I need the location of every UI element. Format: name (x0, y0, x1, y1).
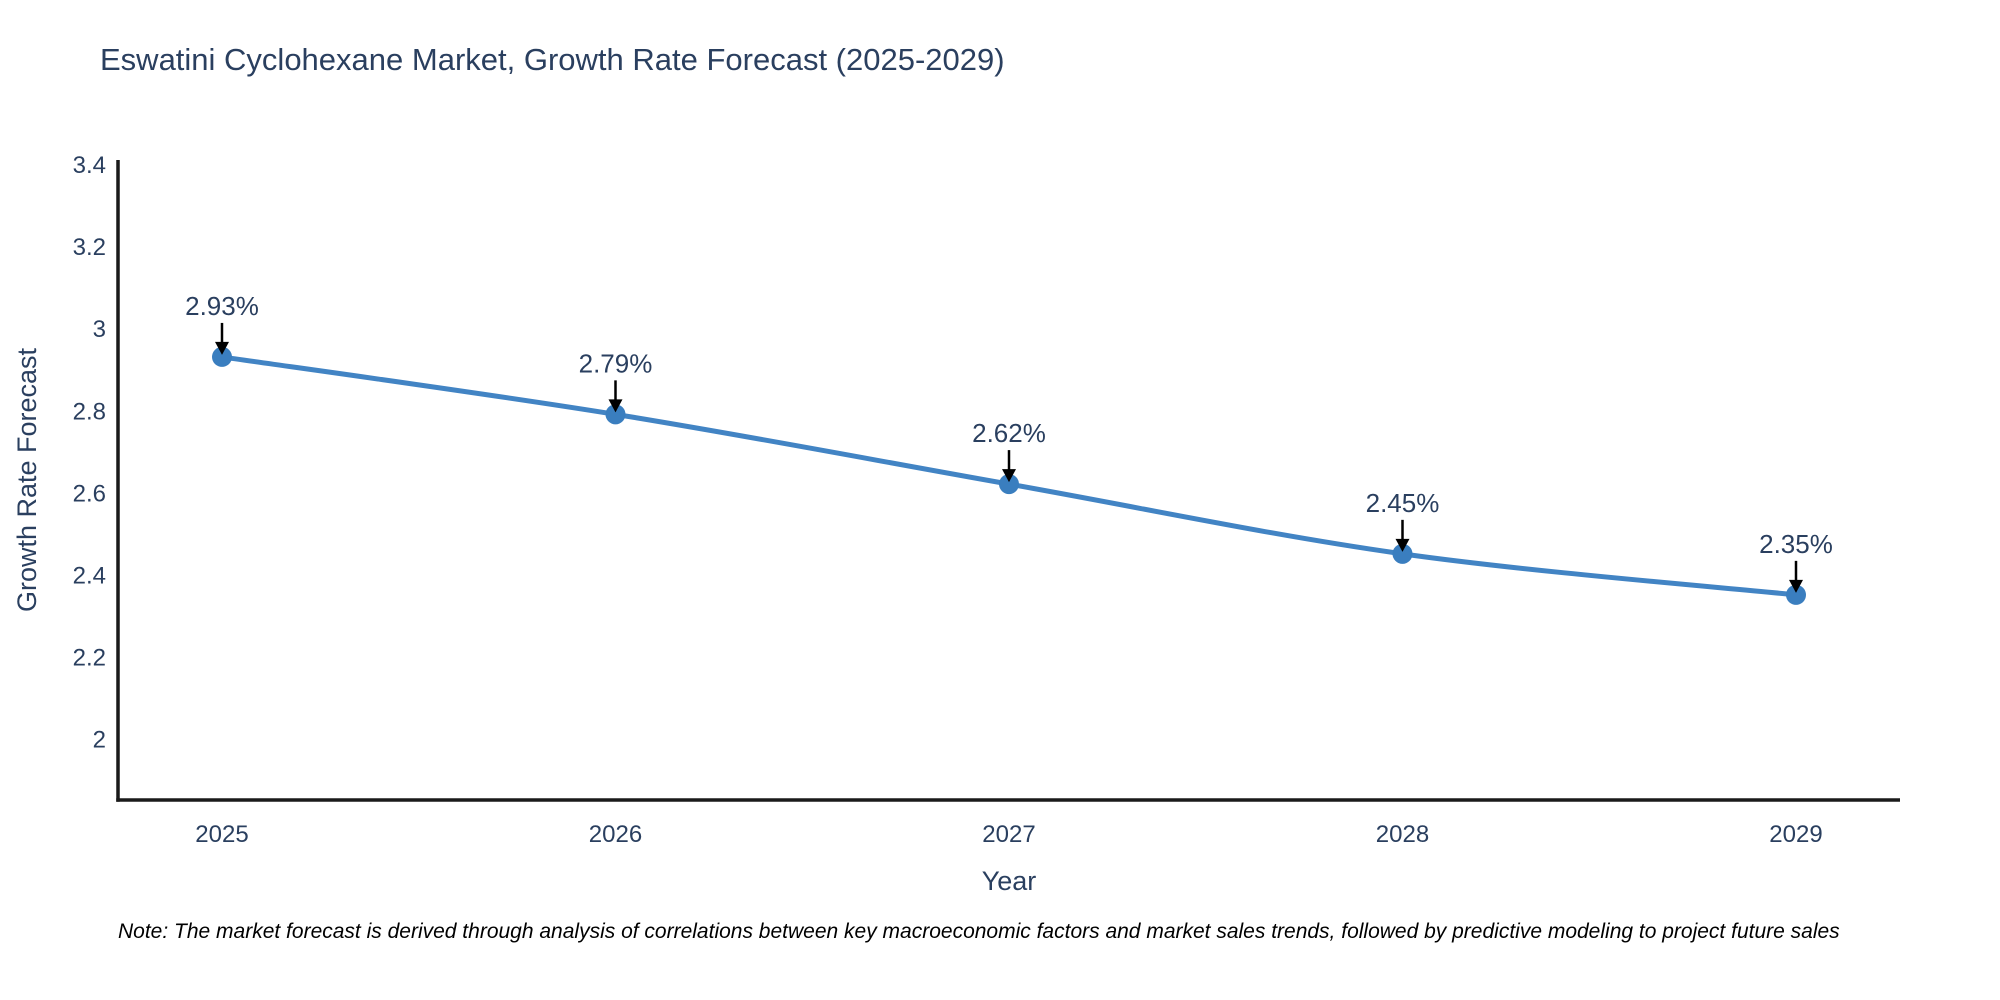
data-point (1392, 543, 1413, 564)
data-point (1786, 584, 1806, 605)
annotation-arrow-head (215, 341, 229, 355)
y-tick-label: 2.6 (73, 480, 106, 507)
data-point (212, 346, 232, 367)
point-value-label: 2.35% (1759, 529, 1833, 559)
data-point (999, 474, 1019, 495)
y-tick-label: 2.8 (73, 398, 106, 425)
x-tick-label: 2028 (1376, 821, 1429, 848)
chart-title: Eswatini Cyclohexane Market, Growth Rate… (100, 42, 1005, 77)
point-value-label: 2.45% (1366, 488, 1440, 518)
annotation-arrow-head (1002, 469, 1016, 483)
point-value-label: 2.62% (972, 418, 1046, 448)
y-tick-label: 2 (93, 726, 106, 753)
annotation-arrow-head (1789, 579, 1803, 593)
y-tick-label: 2.4 (73, 562, 106, 589)
data-point (605, 404, 626, 425)
x-tick-label: 2027 (982, 821, 1035, 848)
x-tick-label: 2026 (589, 821, 642, 848)
annotation-arrow-head (608, 399, 623, 413)
y-axis-title: Growth Rate Forecast (12, 347, 42, 612)
footnote: Note: The market forecast is derived thr… (118, 920, 1840, 943)
y-tick-label: 3.4 (73, 152, 106, 179)
y-tick-label: 3.2 (73, 234, 106, 261)
growth-rate-line-chart: 3.4 3.2 3 2.8 2.6 2.4 2.2 2 2025 2026 2027 2028 2029… (12, 152, 1900, 896)
annotation-arrow-head (1395, 538, 1410, 552)
y-tick-label: 3 (93, 316, 106, 343)
x-axis-title: Year (982, 866, 1037, 896)
y-tick-label: 2.2 (73, 644, 106, 671)
point-value-label: 2.79% (579, 348, 653, 378)
x-tick-label: 2029 (1769, 821, 1822, 848)
x-tick-label: 2025 (195, 821, 248, 848)
point-value-label: 2.93% (185, 291, 259, 321)
